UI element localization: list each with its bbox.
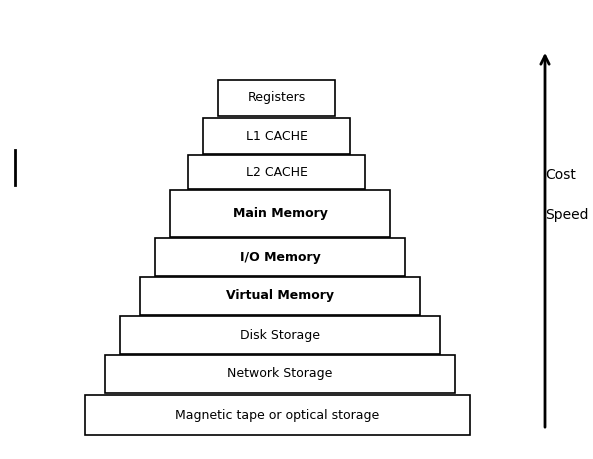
Bar xyxy=(105,355,455,393)
Bar xyxy=(85,395,470,435)
Text: Speed: Speed xyxy=(545,208,588,222)
Bar xyxy=(188,155,365,189)
Text: Network Storage: Network Storage xyxy=(227,368,333,381)
Bar xyxy=(140,277,420,315)
Text: L1 CACHE: L1 CACHE xyxy=(246,129,307,142)
Text: Main Memory: Main Memory xyxy=(232,207,327,220)
Text: Virtual Memory: Virtual Memory xyxy=(226,290,334,302)
Text: Cost: Cost xyxy=(545,168,576,182)
Bar xyxy=(218,80,335,116)
Text: I/O Memory: I/O Memory xyxy=(240,251,320,263)
Text: Magnetic tape or optical storage: Magnetic tape or optical storage xyxy=(176,409,380,421)
Text: L2 CACHE: L2 CACHE xyxy=(246,166,307,179)
Text: Disk Storage: Disk Storage xyxy=(240,329,320,341)
Text: Registers: Registers xyxy=(247,91,305,105)
Bar xyxy=(170,190,390,237)
Bar xyxy=(120,316,440,354)
Bar xyxy=(155,238,405,276)
Bar xyxy=(203,118,350,154)
